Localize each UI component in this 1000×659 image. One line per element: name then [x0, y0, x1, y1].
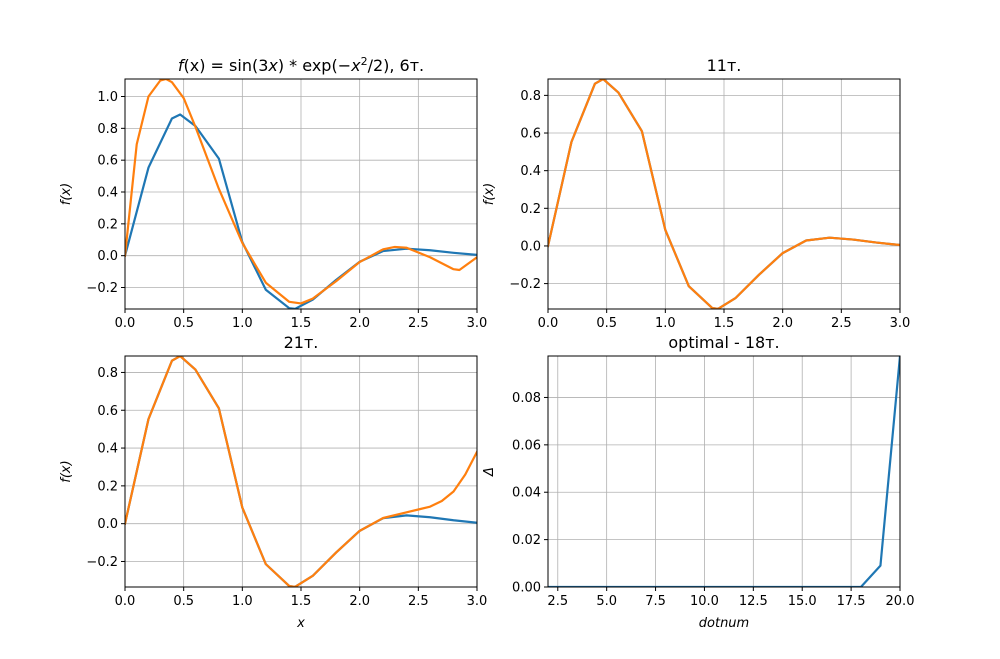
title-part-tail: /2), 6т.: [368, 56, 425, 75]
x-tick-label: 20.0: [886, 594, 915, 609]
x-tick-label: 2.5: [408, 316, 429, 331]
subplot-3: 0.0 0.5 1.0 1.5 2.0 2.5 3.0 −0.2 0.0 0.2 0.4 0.6 0.8…: [59, 333, 487, 631]
x-tick-label: 2.5: [831, 316, 852, 331]
x-tick-label: 2.5: [547, 594, 568, 609]
y-axis-label: Δ: [482, 467, 497, 477]
x-tick-label: 0.5: [173, 316, 194, 331]
x-tick-label: 10.0: [690, 594, 719, 609]
series-line-2: [125, 79, 477, 305]
y-tick-label: 0.6: [97, 154, 118, 169]
title-part-mid: ) * exp(−: [278, 56, 351, 75]
axes-frame: [547, 355, 901, 588]
y-tick-label: −0.2: [86, 555, 118, 570]
x-tick-label: 2.0: [772, 316, 793, 331]
y-tick-label: 1.0: [97, 90, 118, 105]
x-tick-label: 7.5: [645, 594, 666, 609]
chart-title: f(x) = sin(3x) * exp(−x2/2), 6т.: [178, 55, 424, 76]
x-tick-label: 2.0: [349, 594, 370, 609]
subplot-4: 2.5 5.0 7.5 10.0 12.5 15.0 17.5 20.0 0.00 0.02 0.0…: [482, 333, 914, 631]
x-tick-label: 12.5: [739, 594, 768, 609]
series-line-2: [548, 79, 900, 309]
series-line-2: [125, 356, 477, 587]
y-tick-label: 0.2: [520, 202, 541, 217]
chart-title: 11т.: [707, 56, 742, 75]
y-tick-label: 0.8: [97, 366, 118, 381]
title-part-rhs: = sin(3: [205, 56, 268, 75]
x-tick-label: 3.0: [467, 594, 488, 609]
y-axis-label: f(x): [482, 183, 497, 205]
x-tick-label: 0.5: [596, 316, 617, 331]
x-tick-label: 17.5: [837, 594, 866, 609]
x-tick-label: 0.0: [115, 594, 136, 609]
x-tick-label: 1.5: [714, 316, 735, 331]
chart-title: optimal - 18т.: [668, 333, 779, 352]
y-tick-label: 0.4: [97, 442, 118, 457]
y-tick-label: −0.2: [509, 277, 541, 292]
x-tick-label: 1.5: [291, 316, 312, 331]
y-tick-label: 0.2: [97, 479, 118, 494]
x-tick-label: 1.5: [291, 594, 312, 609]
y-tick-label: 0.2: [97, 217, 118, 232]
y-tick-label: 0.02: [512, 533, 541, 548]
title-part-x2: x: [350, 56, 361, 75]
y-tick-label: 0.4: [97, 186, 118, 201]
y-tick-label: 0.00: [512, 581, 541, 596]
y-axis-label: f(x): [59, 183, 74, 205]
series-line-1: [548, 356, 900, 587]
y-axis-label: f(x): [59, 460, 74, 482]
y-tick-label: 0.6: [520, 127, 541, 142]
y-tick-label: 0.8: [520, 89, 541, 104]
title-part-arg: (x): [184, 56, 206, 75]
x-tick-label: 1.0: [232, 594, 253, 609]
x-tick-label: 2.0: [349, 316, 370, 331]
x-tick-label: 15.0: [788, 594, 817, 609]
x-axis-label: dotnum: [699, 616, 749, 631]
x-tick-label: 1.0: [655, 316, 676, 331]
title-part-sup: 2: [361, 55, 368, 68]
y-tick-label: 0.06: [512, 438, 541, 453]
y-tick-label: 0.8: [97, 122, 118, 137]
y-tick-label: 0.6: [97, 404, 118, 419]
x-tick-label: 0.0: [538, 316, 559, 331]
x-tick-label: 5.0: [596, 594, 617, 609]
chart-title: 21т.: [284, 333, 319, 352]
y-tick-label: 0.04: [512, 486, 541, 501]
y-tick-label: 0.4: [520, 164, 541, 179]
x-tick-label: 1.0: [232, 316, 253, 331]
x-tick-label: 3.0: [890, 316, 911, 331]
x-tick-label: 3.0: [467, 316, 488, 331]
subplot-1: 0.0 0.5 1.0 1.5 2.0 2.5 3.0 −0.2 0.0 0.2 0.4 0.6 0.8…: [59, 55, 487, 332]
y-tick-label: 0.0: [520, 239, 541, 254]
title-part-lhs: f: [178, 56, 186, 75]
x-tick-label: 0.0: [115, 316, 136, 331]
y-tick-label: 0.08: [512, 391, 541, 406]
subplot-2: 0.0 0.5 1.0 1.5 2.0 2.5 3.0 −0.2 0.0 0.2 0.4 0.6 0.8…: [482, 56, 910, 331]
x-axis-label: x: [296, 616, 305, 631]
x-tick-label: 2.5: [408, 594, 429, 609]
y-tick-label: −0.2: [86, 281, 118, 296]
x-tick-label: 0.5: [173, 594, 194, 609]
title-part-x1: x: [267, 56, 278, 75]
y-tick-label: 0.0: [97, 249, 118, 264]
y-tick-label: 0.0: [97, 517, 118, 532]
